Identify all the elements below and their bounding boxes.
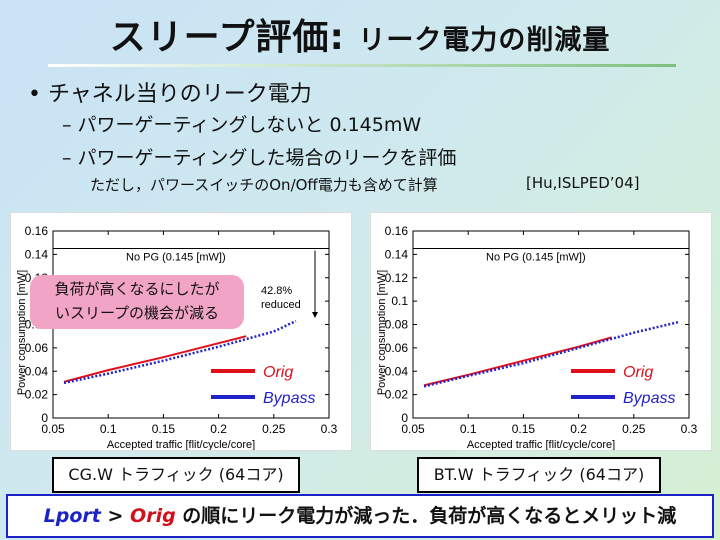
citation: [Hu,ISLPED’04] <box>526 174 640 192</box>
x-tick-label: 0.05 <box>41 422 65 436</box>
y-tick-label: 0.02 <box>385 388 409 402</box>
series-orig-line <box>63 335 247 383</box>
title-underline <box>48 64 676 67</box>
chart-cg-w: 00.020.040.060.080.10.120.140.160.050.10… <box>10 212 352 451</box>
x-tick-label: 0.1 <box>460 422 477 436</box>
x-tick-label: 0.25 <box>622 422 646 436</box>
caption-bt-w: BT.W トラフィック (64コア) <box>417 457 661 493</box>
y-tick-label: 0.08 <box>385 318 409 332</box>
reduction-label: reduced <box>261 299 301 311</box>
reduction-percent: 42.8% <box>261 285 292 297</box>
y-axis-label: Power consumption [mW] <box>376 270 388 395</box>
callout-line-1: 負荷が高くなるにしたが <box>54 280 220 298</box>
conclusion-box: Lport > Orig の順にリーク電力が減った．負荷が高くなるとメリット減 <box>6 494 714 538</box>
series-orig-line <box>423 336 612 387</box>
legend-orig-label: Orig <box>263 364 293 381</box>
x-tick-label: 0.2 <box>210 422 227 436</box>
chart-bt-w: 0 0.02 0.04 0.06 0.08 0.1 0.12 0.14 0.16 0.05 0.1 0… <box>370 212 712 451</box>
caption-cg-w: CG.W トラフィック (64コア) <box>52 457 300 493</box>
x-tick-label: 0.2 <box>570 422 587 436</box>
y-tick-label: 0.04 <box>25 364 49 378</box>
y-tick-label: 0.06 <box>25 341 49 355</box>
x-axis-label: Accepted traffic [flit/cycle/core] <box>467 439 615 450</box>
y-tick-label: 0.16 <box>385 224 409 238</box>
title-main: スリープ評価: <box>109 17 359 58</box>
legend-bypass-label: Bypass <box>263 390 315 407</box>
conclusion-rest: の順にリーク電力が減った．負荷が高くなるとメリット減 <box>175 505 677 527</box>
reduction-arrow-head <box>312 311 318 318</box>
y-tick-label: 0.02 <box>25 388 49 402</box>
conclusion-orig: Orig <box>130 505 176 527</box>
note-text: ただし，パワースイッチのOn/Off電力も含めて計算 <box>90 176 438 194</box>
x-tick-label: 0.15 <box>152 422 176 436</box>
baseline-label: No PG (0.145 [mW]) <box>486 252 586 264</box>
series-bypass-line <box>423 320 679 388</box>
conclusion-lport: Lport <box>43 505 101 527</box>
chart-cg-w-svg: 00.020.040.060.080.10.120.140.160.050.10… <box>16 224 338 450</box>
title-sub: リーク電力の削減量 <box>358 25 611 56</box>
main-bullet: • チャネル当りのリーク電力 <box>28 82 312 107</box>
baseline-label: No PG (0.145 [mW]) <box>126 252 226 264</box>
callout-bubble: 負荷が高くなるにしたが いスリープの機会が減る <box>30 275 244 329</box>
sub-bullet-no-pg: – パワーゲーティングしないと 0.145mW <box>62 114 422 136</box>
x-axis-label: Accepted traffic [flit/cycle/core] <box>107 439 255 450</box>
y-tick-label: 0.04 <box>385 364 409 378</box>
series-bypass-line <box>63 319 297 385</box>
y-tick-label: 0 <box>41 411 48 425</box>
x-tick-label: 0.25 <box>262 422 286 436</box>
x-tick-label: 0.3 <box>681 422 698 436</box>
sub-bullet-pg: – パワーゲーティングした場合のリークを評価 <box>62 147 457 169</box>
legend-bypass-label: Bypass <box>623 390 675 407</box>
x-tick-label: 0.1 <box>100 422 117 436</box>
callout-line-2: いスリープの機会が減る <box>54 304 220 322</box>
y-tick-label: 0.12 <box>385 271 409 285</box>
y-tick-label: 0.14 <box>385 247 409 261</box>
y-tick-label: 0 <box>401 411 408 425</box>
x-tick-label: 0.3 <box>321 422 338 436</box>
y-tick-label: 0.1 <box>391 294 408 308</box>
conclusion-gt: > <box>100 505 131 527</box>
chart-bt-w-svg: 0 0.02 0.04 0.06 0.08 0.1 0.12 0.14 0.16 0.05 0.1 0… <box>376 224 698 450</box>
x-tick-label: 0.05 <box>401 422 425 436</box>
page-title: スリープ評価: リーク電力の削減量 <box>0 8 720 60</box>
y-axis-label: Power consumption [mW] <box>16 270 28 395</box>
x-tick-label: 0.15 <box>512 422 536 436</box>
y-tick-label: 0.06 <box>385 341 409 355</box>
y-tick-label: 0.14 <box>25 247 49 261</box>
y-tick-label: 0.16 <box>25 224 49 238</box>
legend-orig-label: Orig <box>623 364 653 381</box>
